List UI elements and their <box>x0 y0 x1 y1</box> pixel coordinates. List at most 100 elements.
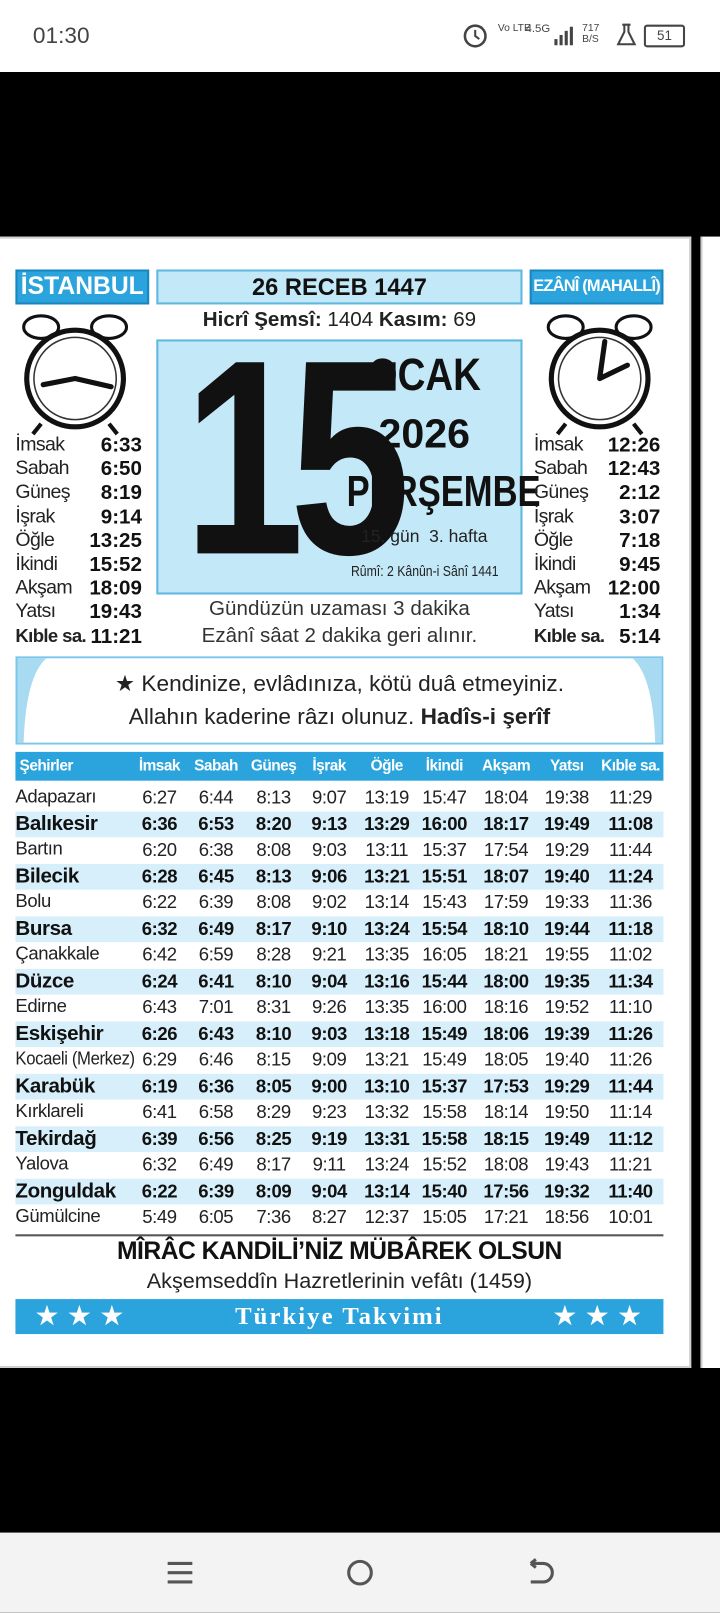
time-cell: 18:21 <box>483 944 529 965</box>
time-cell: 9:06 <box>311 865 347 887</box>
time-cell: 19:29 <box>544 1075 590 1096</box>
month: OCAK <box>367 349 481 401</box>
quote-frame <box>15 656 664 745</box>
time-cell: 15:58 <box>422 1101 467 1123</box>
time-cell: 17:53 <box>483 1075 529 1096</box>
brand-banner: ★ ★ ★ Türkiye Takvimi ★ ★ ★ <box>15 1299 664 1335</box>
time-cell: 11:14 <box>609 1101 652 1123</box>
time-cell: 18:56 <box>544 1206 590 1228</box>
table-row: Balıkesir 6:36 6:53 8:20 9:13 13:29 16:00 18:17… <box>15 811 664 838</box>
city-name: Edirne <box>15 995 67 1017</box>
navigation-bar <box>0 1532 720 1613</box>
time-cell: 15:43 <box>422 891 467 913</box>
time-cell: 11:40 <box>608 1180 653 1201</box>
day-info: 15. gün 3. hafta <box>361 526 488 547</box>
menu-button[interactable] <box>165 1557 196 1588</box>
column-header: Güneş <box>250 757 297 775</box>
time-cell: 9:03 <box>311 839 347 860</box>
city-name: Gümülcine <box>15 1205 101 1227</box>
time-cell: 15:58 <box>421 1127 468 1149</box>
time-cell: 6:22 <box>141 1180 178 1201</box>
kible-value: 5:14 <box>619 625 661 648</box>
time-cell: 13:35 <box>364 996 410 1018</box>
time-value: 9:45 <box>619 553 661 576</box>
time-value: 3:07 <box>619 505 661 529</box>
time-cell: 15:51 <box>421 865 468 887</box>
city-name: Kocaeli (Merkez) <box>15 1048 135 1069</box>
time-cell: 6:36 <box>198 1075 234 1096</box>
time-cell: 18:14 <box>483 1101 529 1123</box>
time-cell: 11:29 <box>609 786 652 808</box>
table-row: Zonguldak 6:22 6:39 8:09 9:04 13:14 15:40 17:56… <box>15 1178 664 1205</box>
time-cell: 8:09 <box>255 1180 292 1201</box>
time-value: 2:12 <box>619 481 661 505</box>
quote-text: Allahın kaderine râzı olunuz. <box>128 703 415 730</box>
home-button[interactable] <box>345 1557 376 1588</box>
time-cell: 17:21 <box>483 1206 529 1228</box>
city-name: Tekirdağ <box>15 1126 97 1150</box>
time-value: 12:00 <box>607 577 661 600</box>
year: 2026 <box>378 411 471 457</box>
time-cell: 16:00 <box>422 996 467 1018</box>
time-value: 13:25 <box>89 529 142 553</box>
column-header: Kıble sa. <box>601 757 660 775</box>
time-cell: 15:49 <box>422 1049 467 1070</box>
hicri-semsi-value: 1404 <box>327 308 374 332</box>
time-value: 6:50 <box>100 457 142 481</box>
time-cell: 8:17 <box>255 917 292 939</box>
time-cell: 11:02 <box>609 944 652 965</box>
time-cell: 6:53 <box>198 813 234 834</box>
time-cell: 11:24 <box>608 865 653 887</box>
time-cell: 6:43 <box>198 1022 234 1044</box>
table-row: Bilecik 6:28 6:45 8:13 9:06 13:21 15:51 18:07 19… <box>15 863 664 890</box>
time-cell: 13:14 <box>364 891 410 913</box>
time-cell: 6:58 <box>198 1101 234 1123</box>
time-cell: 8:31 <box>256 996 291 1018</box>
time-cell: 6:41 <box>198 970 234 992</box>
time-cell: 8:10 <box>255 1022 292 1044</box>
time-cell: 18:05 <box>483 1049 529 1070</box>
time-cell: 6:59 <box>198 944 234 965</box>
left-clock <box>22 314 129 436</box>
brand: Türkiye Takvimi <box>235 1303 444 1330</box>
time-cell: 8:15 <box>256 1049 291 1070</box>
time-cell: 9:13 <box>311 813 347 834</box>
time-cell: 18:16 <box>483 996 529 1018</box>
time-cell: 6:28 <box>141 865 178 887</box>
time-cell: 9:23 <box>311 1101 347 1123</box>
date-box <box>156 339 523 595</box>
time-cell: 18:15 <box>483 1127 529 1149</box>
back-button[interactable] <box>525 1557 556 1588</box>
time-cell: 9:04 <box>311 1180 347 1201</box>
time-cell: 6:45 <box>198 865 234 887</box>
time-cell: 6:39 <box>198 891 234 913</box>
column-header: Yatsı <box>550 757 584 775</box>
speed-label: 717 B/S <box>582 22 600 46</box>
time-cell: 17:56 <box>483 1180 529 1201</box>
time-cell: 19:40 <box>544 865 590 887</box>
time-cell: 8:05 <box>255 1075 292 1096</box>
stars: ★ ★ ★ <box>35 1303 126 1330</box>
time-cell: 6:32 <box>141 917 178 939</box>
time-cell: 6:39 <box>198 1180 234 1201</box>
city-box: İSTANBUL <box>15 269 150 305</box>
time-cell: 13:31 <box>364 1127 410 1149</box>
table-header: Şehirler İmsak Sabah Güneş İşrak Öğle İkindi Ak… <box>15 751 664 781</box>
time-cell: 8:17 <box>256 1154 291 1175</box>
city-name: Düzce <box>15 969 74 993</box>
network-label: Vo LTE <box>497 22 531 34</box>
time-cell: 19:29 <box>544 839 590 860</box>
time-value: 9:14 <box>100 505 142 529</box>
time-cell: 11:44 <box>608 1075 653 1096</box>
time-cell: 8:08 <box>256 891 291 913</box>
time-label: Sabah <box>15 457 69 480</box>
time-value: 1:34 <box>619 601 661 624</box>
time-cell: 11:18 <box>608 917 653 939</box>
time-cell: 16:05 <box>422 944 467 965</box>
note: Gündüzün uzaması 3 dakika <box>209 597 470 621</box>
kible-label: Kıble sa. <box>533 625 605 646</box>
time-cell: 6:42 <box>142 944 177 965</box>
time-cell: 13:21 <box>364 1049 410 1070</box>
time-cell: 5:49 <box>142 1206 177 1228</box>
